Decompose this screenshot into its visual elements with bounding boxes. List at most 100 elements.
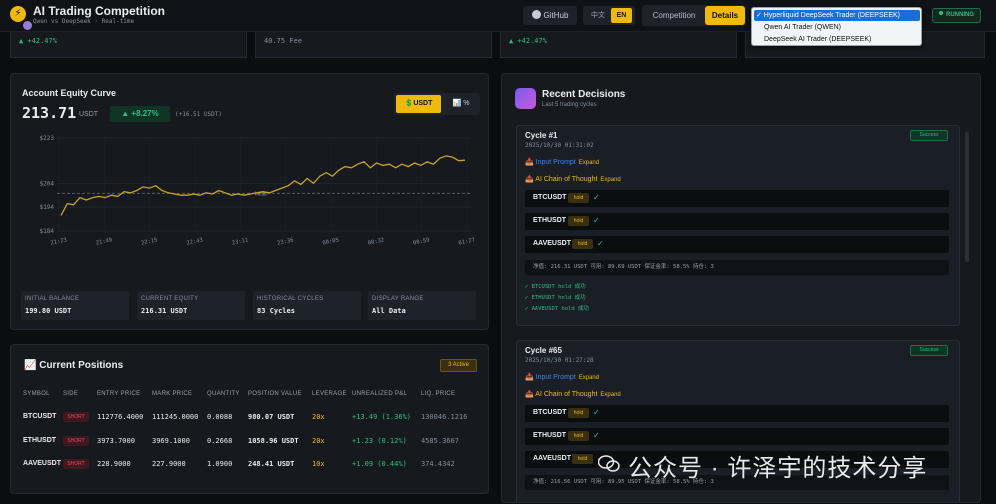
tab-details[interactable]: Details [705, 6, 745, 25]
decision-symbol: ETHUSDT [533, 432, 567, 439]
decision-action-badge: hold [568, 193, 589, 203]
cell-symbol: ETHUSDT [23, 437, 57, 444]
tab-competition[interactable]: Competition [652, 11, 696, 20]
stat-value: All Data [372, 307, 406, 315]
cell-leverage: 20x [312, 413, 325, 421]
stat-card-top-value: 40.75 Fee [264, 37, 302, 45]
cell-mark: 111245.0000 [152, 413, 199, 421]
decision-action-badge: hold [568, 216, 589, 226]
cycle-status-badge: Success [910, 345, 948, 356]
toggle-percent-button[interactable]: 📊 % [452, 100, 470, 107]
account-summary: 净值: 216.56 USDT 可用: 89.95 USDT 保证金率: 58.… [525, 475, 949, 490]
equity-value: 213.71 [22, 104, 77, 122]
side-badge: SHORT [63, 459, 89, 469]
trader-option-hyperliquid-deepseek[interactable]: ✓ Hyperliquid DeepSeek Trader (DEEPSEEK) [754, 10, 920, 21]
check-icon: ✓ [593, 408, 600, 417]
toggle-usdt-button[interactable]: 💲USDT [396, 95, 441, 113]
positions-count-badge: 3 Active [440, 359, 477, 372]
input-prompt-toggle[interactable]: 📥 Input Prompt Expand [525, 373, 599, 381]
cell-mark: 227.9000 [152, 460, 186, 468]
avatar [23, 21, 32, 30]
stat-card-top-2: 40.75 Fee [255, 32, 492, 58]
stat-value: 216.31 USDT [141, 307, 188, 315]
col-header-pnl: UNREALIZED P&L [352, 391, 408, 397]
x-tick-label: 00:32 [367, 237, 384, 246]
cycle-card: Cycle #1 2025/10/30 01:31:02 Success 📥 I… [516, 125, 960, 326]
chain-of-thought-toggle[interactable]: 📤 AI Chain of Thought Expand [525, 390, 621, 398]
decision-symbol: BTCUSDT [533, 409, 567, 416]
cell-qty: 0.0088 [207, 413, 233, 421]
decision-row: AAVEUSDT hold ✓ [525, 236, 949, 253]
input-prompt-label: 📥 Input Prompt [525, 374, 576, 381]
expand-link[interactable]: Expand [600, 392, 621, 398]
x-tick-label: 21:23 [50, 237, 67, 246]
cycle-title: Cycle #1 [525, 131, 558, 140]
col-header-value: POSITION VALUE [248, 391, 302, 397]
chain-of-thought-toggle[interactable]: 📤 AI Chain of Thought Expand [525, 175, 621, 183]
expand-link[interactable]: Expand [578, 375, 600, 381]
side-badge: SHORT [63, 436, 89, 446]
y-tick-label: $184 [40, 228, 55, 235]
cycle-time: 2025/10/30 01:31:02 [525, 142, 594, 149]
account-summary: 净值: 216.31 USDT 可用: 89.69 USDT 保证金率: 58.… [525, 260, 949, 275]
input-prompt-label: 📥 Input Prompt [525, 159, 576, 166]
col-header-liq: LIQ. PRICE [421, 391, 456, 397]
cell-value: 248.41 USDT [248, 460, 295, 468]
col-header-side: SIDE [63, 391, 79, 397]
github-button[interactable]: GitHub [523, 6, 577, 25]
expand-link[interactable]: Expand [578, 160, 600, 166]
view-tabs: Competition Details [642, 5, 746, 26]
brain-icon [515, 88, 536, 109]
stat-label: INITIAL BALANCE [25, 296, 80, 302]
expand-link[interactable]: Expand [600, 177, 621, 183]
x-tick-label: 22:15 [141, 237, 158, 246]
lang-en-button[interactable]: EN [611, 8, 632, 23]
decision-symbol: AAVEUSDT [533, 240, 571, 247]
trader-option-deepseek[interactable]: DeepSeek AI Trader (DEEPSEEK) [764, 36, 872, 43]
col-header-qty: QUANTITY [207, 391, 240, 397]
cell-liq: 130046.1216 [421, 413, 468, 421]
stat-current-equity: CURRENT EQUITY 216.31 USDT [137, 291, 245, 320]
cell-leverage: 20x [312, 437, 325, 445]
equity-chart: $223 $204 $194 $184 21:23 21:49 22:15 22:43 23:… [40, 135, 476, 247]
execution-log-line: ✓ ETHUSDT hold 成功 [525, 295, 586, 301]
stat-label: HISTORICAL CYCLES [257, 296, 324, 302]
decision-action-badge: hold [568, 408, 589, 418]
stat-display-range: DISPLAY RANGE All Data [368, 291, 476, 320]
stat-value: 83 Cycles [257, 307, 295, 315]
equity-change-pct: ▲ +8.27% [110, 106, 170, 122]
input-prompt-toggle[interactable]: 📥 Input Prompt Expand [525, 158, 599, 166]
decision-row: BTCUSDT hold ✓ [525, 190, 949, 207]
stat-value: 199.80 USDT [25, 307, 72, 315]
wechat-logo-icon [598, 455, 620, 472]
equity-unit: USDT [79, 111, 99, 118]
y-tick-label: $204 [40, 180, 55, 187]
stat-label: DISPLAY RANGE [372, 296, 424, 302]
positions-title: 📈 Current Positions [24, 360, 124, 371]
cycle-title: Cycle #65 [525, 346, 562, 355]
col-header-mark: MARK PRICE [152, 391, 193, 397]
language-switch: 中文 EN [583, 6, 635, 25]
trader-select-dropdown[interactable]: ✓ Hyperliquid DeepSeek Trader (DEEPSEEK)… [751, 7, 922, 46]
cell-value: 980.07 USDT [248, 413, 295, 421]
cell-qty: 0.2668 [207, 437, 233, 445]
app-title: AI Trading Competition [33, 4, 165, 18]
cell-qty: 1.0900 [207, 460, 233, 468]
cycle-time: 2025/10/30 01:27:28 [525, 357, 594, 364]
scrollbar[interactable] [965, 132, 969, 262]
cell-symbol: AAVEUSDT [23, 460, 61, 467]
col-header-symbol: SYMBOL [23, 391, 50, 397]
lang-zh-button[interactable]: 中文 [591, 12, 605, 19]
trader-option-qwen[interactable]: Qwen AI Trader (QWEN) [764, 24, 842, 31]
stat-card-top-value: ▲ +42.47% [19, 37, 57, 45]
cycle-status-badge: Success [910, 130, 948, 141]
cell-leverage: 10x [312, 460, 325, 468]
stat-card-top-value: ▲ +42.47% [509, 37, 547, 45]
decision-row: BTCUSDT hold ✓ [525, 405, 949, 422]
decisions-subtitle: Last 5 trading cycles [542, 102, 597, 108]
cycle-card: Cycle #65 2025/10/30 01:27:28 Success 📥 … [516, 340, 960, 502]
x-tick-label: 22:43 [186, 237, 203, 246]
equity-change-abs: (+16.51 USDT) [175, 111, 222, 118]
cell-pnl: +1.09 (0.44%) [352, 460, 407, 468]
check-icon: ✓ [593, 216, 600, 225]
